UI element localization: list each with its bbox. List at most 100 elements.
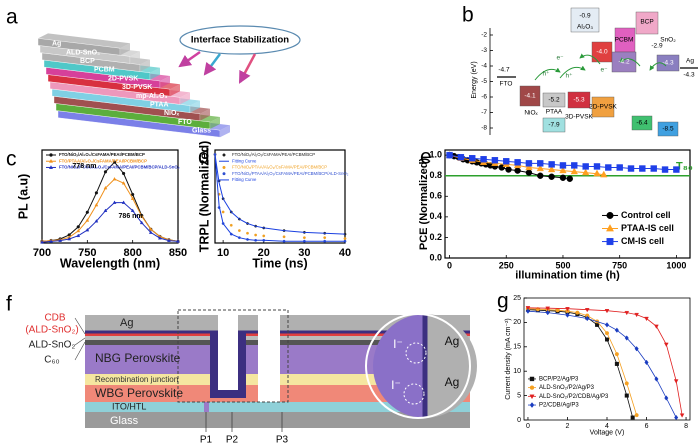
marker bbox=[76, 225, 80, 229]
marker bbox=[537, 160, 544, 167]
band-box bbox=[631, 115, 653, 131]
band-box bbox=[519, 85, 541, 107]
marker bbox=[237, 229, 241, 233]
legend-label: ALD-SnO₂/P2/Ag/P3 bbox=[539, 385, 595, 391]
marker bbox=[654, 376, 659, 382]
legend-label: Fitting Curve bbox=[232, 177, 257, 182]
y-tick-label: 0.8 bbox=[429, 170, 442, 180]
y-tick-label: 0.0 bbox=[429, 252, 442, 262]
layer-label: Recombination junction bbox=[95, 375, 178, 384]
marker bbox=[614, 327, 619, 333]
arrow bbox=[178, 50, 201, 68]
legend-marker bbox=[222, 172, 226, 176]
annotation: 778 nm bbox=[72, 163, 96, 170]
marker bbox=[630, 415, 635, 420]
marker bbox=[673, 379, 679, 384]
transfer-arrow bbox=[619, 57, 641, 67]
layer-side bbox=[140, 59, 150, 72]
marker bbox=[480, 156, 487, 163]
band-label: -4.3 bbox=[683, 72, 695, 79]
inset-label: Ag bbox=[445, 375, 460, 389]
marker bbox=[584, 308, 590, 313]
band-box bbox=[567, 91, 591, 109]
band-label: BCP bbox=[640, 19, 653, 26]
band-box bbox=[542, 117, 566, 133]
marker bbox=[67, 236, 72, 241]
marker bbox=[650, 165, 657, 172]
legend-label: FTO/PTAA/Al₂O₃/CsFAMA/PEAI/PCBM/BCP bbox=[59, 158, 147, 163]
panel-label: e bbox=[420, 146, 432, 169]
leader bbox=[74, 341, 86, 361]
marker bbox=[94, 202, 99, 207]
marker bbox=[246, 231, 249, 235]
band-label: h⁺ bbox=[542, 71, 550, 78]
layer-label: Ag bbox=[52, 41, 61, 48]
marker bbox=[131, 192, 135, 197]
marker bbox=[85, 218, 90, 222]
y-tick-label: 10 bbox=[513, 368, 521, 375]
y-tick-label: 0.2 bbox=[429, 232, 442, 242]
marker bbox=[503, 158, 510, 165]
x-tick-label: 500 bbox=[555, 260, 570, 270]
x-tick-label: 2 bbox=[566, 423, 570, 430]
legend-marker bbox=[529, 402, 535, 408]
marker bbox=[112, 200, 117, 204]
marker bbox=[103, 170, 108, 174]
x-tick-label: 6 bbox=[645, 423, 649, 430]
marker bbox=[673, 166, 680, 173]
marker bbox=[624, 311, 630, 316]
marker bbox=[595, 322, 600, 327]
marker bbox=[446, 151, 453, 159]
marker bbox=[663, 342, 669, 347]
arrow bbox=[238, 53, 257, 84]
band-box bbox=[542, 92, 566, 108]
band-label: h⁺ bbox=[565, 73, 573, 80]
legend-label: PTAA-IS cell bbox=[621, 223, 674, 233]
device-label: CDB bbox=[44, 313, 65, 324]
device-label: ALD-SnO₂ bbox=[29, 340, 76, 351]
y-tick-label: 5 bbox=[517, 392, 521, 399]
marker bbox=[624, 393, 629, 398]
marker bbox=[514, 167, 521, 174]
y-axis-label: PL (a.u) bbox=[16, 174, 30, 220]
x-tick-label: 750 bbox=[612, 260, 627, 270]
band-label: NiOₓ bbox=[524, 110, 538, 117]
layer-side bbox=[130, 51, 140, 64]
panel-label: f bbox=[6, 293, 12, 316]
marker bbox=[548, 161, 555, 168]
marker bbox=[112, 177, 117, 181]
layer-side bbox=[220, 125, 230, 138]
marker bbox=[148, 230, 153, 234]
y-tick-label: 0.6 bbox=[429, 191, 442, 201]
device-layer bbox=[85, 412, 470, 428]
ion-site bbox=[403, 383, 425, 405]
marker bbox=[139, 214, 144, 218]
band-box bbox=[591, 96, 615, 118]
marker bbox=[644, 359, 649, 366]
marker bbox=[547, 165, 556, 173]
layer-label: BCP bbox=[80, 58, 95, 65]
marker bbox=[254, 233, 258, 237]
band-label: e⁻ bbox=[600, 67, 608, 74]
layer-label: WBG Perovskite bbox=[95, 386, 183, 400]
marker bbox=[58, 238, 63, 242]
p2-gap bbox=[218, 312, 238, 390]
marker bbox=[674, 414, 679, 421]
marker bbox=[525, 160, 533, 167]
marker bbox=[94, 191, 98, 195]
marker bbox=[148, 227, 153, 231]
marker bbox=[627, 165, 635, 172]
marker bbox=[585, 315, 590, 322]
inset-label: I⁻ bbox=[393, 337, 403, 351]
band-label: -0.9 bbox=[579, 13, 591, 20]
marker bbox=[130, 208, 135, 212]
legend-label: BCP/P2/Ag/P3 bbox=[539, 377, 579, 383]
marker bbox=[536, 164, 544, 172]
band-label: PTAA bbox=[546, 109, 563, 116]
marker bbox=[559, 174, 567, 181]
marker bbox=[614, 361, 619, 366]
p3-gap bbox=[258, 312, 280, 402]
band-label: -5.2 bbox=[548, 97, 560, 104]
band-label: -4.3 bbox=[662, 60, 674, 67]
marker bbox=[654, 324, 659, 329]
